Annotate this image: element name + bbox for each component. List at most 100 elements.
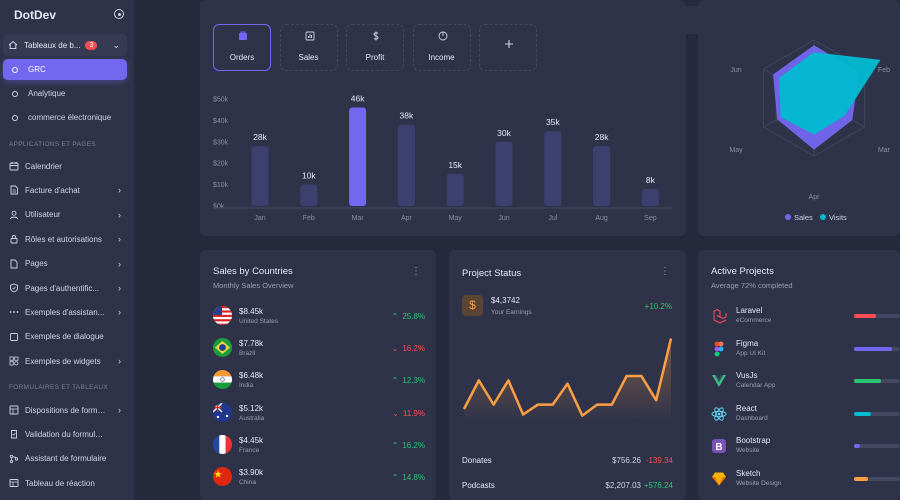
earnings-line	[462, 338, 673, 417]
dollar-icon	[373, 31, 379, 41]
sidebar-item[interactable]: Validation du formulaire	[9, 429, 121, 439]
sidebar-item-ecommerce[interactable]: commerce électronique	[12, 113, 111, 122]
bar[interactable]	[544, 131, 562, 206]
progress-fill	[854, 411, 872, 416]
country-row: $6.48k India ⌃ 12.3%	[213, 368, 425, 396]
chevron-down-icon: ⌄	[391, 344, 399, 354]
fr-flag-icon	[213, 434, 232, 454]
sidebar-item-label: Calendrier	[25, 161, 62, 171]
sidebar-toggle-icon[interactable]	[114, 9, 124, 19]
project-subtitle: Website	[736, 447, 760, 455]
svg-text:B: B	[715, 442, 722, 453]
bar[interactable]	[300, 184, 318, 206]
earnings-value: $4,3742	[491, 296, 520, 305]
sidebar-item[interactable]: Dispositions de formulai... ›	[9, 405, 121, 415]
sidebar-item[interactable]: Pages ›	[9, 259, 121, 269]
project-name: Bootstrap	[736, 436, 771, 446]
country-name: France	[239, 446, 260, 454]
sidebar-item-label: Rôles et autorisations	[25, 234, 102, 244]
progress-track	[854, 477, 900, 481]
bar[interactable]	[593, 146, 611, 206]
bar[interactable]	[251, 146, 269, 206]
progress-track	[854, 444, 900, 449]
chevron-right-icon: ›	[118, 307, 121, 318]
bar[interactable]	[495, 141, 513, 206]
checklist-icon	[11, 430, 17, 439]
sidebar-item[interactable]: Tableau de réaction	[9, 478, 121, 488]
bar[interactable]	[397, 124, 415, 206]
sidebar-item-dashboards[interactable]: Tableaux de b... 3 ⌄	[3, 34, 127, 56]
project-row: B Bootstrap Website	[711, 435, 900, 465]
tab-orders[interactable]: Orders	[213, 24, 271, 71]
bar-data-label: 35k	[546, 117, 560, 127]
user-icon	[10, 210, 18, 219]
home-icon	[8, 40, 18, 49]
more-options-icon[interactable]: ⋮	[660, 266, 670, 277]
tab-profit[interactable]: Profit	[346, 24, 404, 71]
sidebar-item-grc[interactable]: GRC	[3, 59, 127, 80]
page-icon	[10, 259, 18, 269]
section-header-apps: APPLICATIONS ET PAGES	[9, 141, 96, 148]
y-tick-label: $0k	[213, 204, 225, 211]
row-amount: $756.26	[612, 456, 641, 465]
sidebar-item[interactable]: Exemples de widgets ›	[9, 356, 121, 366]
tab-label: Income	[428, 53, 455, 62]
bar-data-label: 38k	[400, 111, 414, 121]
sidebar-item-analytique[interactable]: Analytique	[12, 89, 65, 98]
income-icon	[438, 31, 447, 41]
change-value: 16.2%	[402, 344, 425, 354]
sidebar-item-label: Pages d'authentific...	[25, 283, 100, 293]
sidebar-item[interactable]: Pages d'authentific... ›	[9, 283, 121, 293]
dots-icon	[9, 311, 19, 314]
radar-axis-label: Mar	[878, 147, 891, 154]
x-tick-label: Feb	[303, 215, 315, 222]
country-row: $7.78k Brazil ⌄ 16.2%	[213, 336, 425, 364]
lock-icon	[10, 235, 18, 244]
change-value: 11.9%	[402, 408, 425, 418]
sidebar-item[interactable]: Calendrier	[9, 161, 121, 171]
more-options-icon[interactable]: ⋮	[411, 266, 421, 277]
radar-axis-label: Feb	[878, 67, 890, 74]
progress-fill	[854, 346, 892, 351]
sidebar-item[interactable]: Exemples de dialogue	[9, 332, 121, 342]
sidebar-item-label: Tableau de réaction	[25, 478, 95, 488]
bar-data-label: 30k	[497, 128, 511, 138]
project-row: Sketch Website Design	[711, 468, 900, 498]
sidebar-item[interactable]: Utilisateur ›	[9, 210, 121, 220]
sidebar-item[interactable]: Exemples d'assistan... ›	[9, 307, 121, 317]
x-tick-label: Apr	[401, 215, 413, 222]
legend-label: Sales	[794, 213, 813, 222]
card-title: Project Status	[462, 268, 522, 279]
chevron-right-icon: ›	[118, 185, 121, 196]
sidebar-item[interactable]: Rôles et autorisations ›	[9, 234, 121, 244]
progress-fill	[854, 444, 861, 449]
bar[interactable]	[641, 188, 659, 206]
project-name: Laravel	[736, 306, 763, 315]
chevron-up-icon: ⌃	[391, 440, 399, 450]
bar-data-label: 15k	[448, 160, 462, 170]
bar[interactable]	[349, 107, 367, 206]
x-tick-label: Aug	[595, 215, 608, 222]
bar-data-label: 28k	[595, 132, 609, 142]
git-icon	[9, 454, 19, 463]
chevron-right-icon: ›	[118, 209, 121, 220]
sidebar-item[interactable]: Assistant de formulaire	[9, 454, 121, 464]
chevron-up-icon: ⌃	[391, 473, 399, 482]
sidebar-item-label: Exemples de dialogue	[25, 332, 104, 342]
br-flag-icon	[213, 338, 232, 358]
sidebar-item[interactable]: Facture d'achat ›	[9, 185, 121, 195]
section-header-forms: FORMULAIRES ET TABLEAUX	[9, 384, 109, 391]
tab-sales[interactable]: Sales	[279, 24, 338, 71]
project-status-row: Podcasts $2,207.03 +576.24	[462, 481, 673, 490]
calendar-icon	[9, 162, 19, 171]
radar-axis-label: Jun	[730, 67, 741, 74]
bar[interactable]	[446, 173, 464, 206]
layout-icon	[9, 405, 19, 415]
radar-series-visits[interactable]	[779, 52, 881, 135]
tab-add[interactable]	[479, 24, 537, 71]
earnings-label: Your Earnings	[491, 309, 532, 316]
card-title: Active Projects	[711, 266, 774, 277]
project-status-card	[449, 250, 686, 500]
tab-income[interactable]: Income	[412, 24, 471, 71]
country-name: Brazil	[239, 350, 256, 358]
